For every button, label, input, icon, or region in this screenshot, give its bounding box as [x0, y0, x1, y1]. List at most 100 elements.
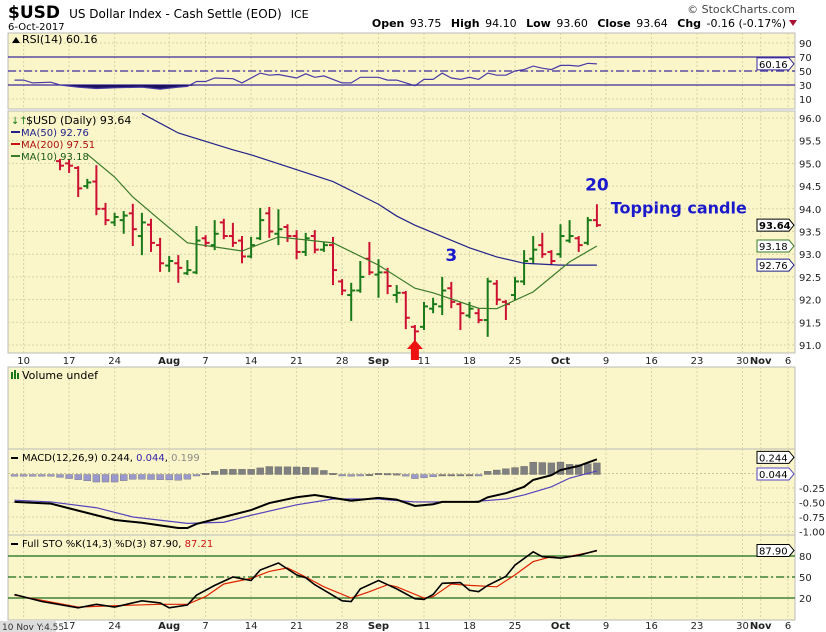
- macd-histogram-bar: [365, 474, 374, 476]
- macd-histogram-bar: [92, 474, 101, 483]
- x-tick-label: 30: [736, 356, 749, 367]
- value-tag-text: 92.76: [759, 261, 788, 272]
- ohlc-bar: [156, 237, 165, 272]
- value-tag-box: [756, 467, 795, 481]
- price-y-tick: 95.5: [799, 137, 821, 148]
- macd-histogram-bar: [584, 463, 592, 475]
- macd-y-tick: -0.75: [799, 513, 825, 524]
- ma50-legend: MA(50) 92.76: [21, 128, 89, 139]
- ohlc-bar: [356, 261, 365, 293]
- volume-icon: [11, 370, 19, 379]
- macd-histogram-bar: [374, 473, 383, 475]
- macd-histogram-bar: [556, 461, 565, 475]
- macd-histogram-bar: [156, 474, 164, 480]
- macd-histogram-bar: [311, 467, 319, 475]
- macd-value: 0.244: [101, 453, 130, 464]
- macd-histogram-bar: [256, 467, 264, 475]
- cursor-readout: 10 Nov Y:4.55: [2, 623, 64, 632]
- value-tag-box: [756, 543, 795, 557]
- x-tick-label: 7: [202, 356, 208, 367]
- price-y-tick: 92.0: [799, 296, 821, 307]
- ma200-swatch: [11, 143, 20, 145]
- value-tag-text: 60.16: [759, 60, 788, 71]
- macd-histogram-bar: [47, 474, 55, 477]
- exchange: ICE: [291, 8, 309, 21]
- macd-histogram-bar: [201, 473, 210, 475]
- price-y-tick: 94.5: [799, 182, 821, 193]
- macd-histogram-bar: [465, 474, 474, 477]
- ohlc-bar: [56, 158, 64, 171]
- ma10-legend: MA(10) 93.18: [21, 152, 89, 163]
- ohlc-bar: [420, 301, 428, 331]
- x-tick-label: 18: [463, 356, 476, 367]
- price-y-tick: 91.0: [799, 341, 821, 352]
- ohlc-bar: [574, 236, 583, 252]
- ohlc-bar: [65, 158, 74, 173]
- rsi-legend: RSI(14) 60.16: [22, 33, 97, 46]
- rsi-panel-icon: [12, 37, 20, 43]
- cursor-readout-box: [0, 621, 56, 632]
- macd-histogram-bar: [29, 474, 37, 477]
- macd-histogram-bar: [511, 467, 519, 475]
- macd-histogram-bar: [347, 474, 355, 477]
- ohlc-bar: [338, 279, 347, 296]
- macd-histogram-bar: [447, 474, 455, 477]
- macd-histogram-bar: [538, 462, 546, 475]
- price-last-tag: 93.64: [756, 218, 795, 232]
- x-tick-label: 7: [202, 621, 208, 632]
- macd-histogram-bar: [420, 474, 428, 478]
- price-y-tick: 96.0: [799, 114, 821, 125]
- macd-histogram-bar: [456, 474, 465, 477]
- sto-d-line: [14, 550, 598, 608]
- x-tick-label: Aug: [158, 356, 180, 367]
- price-y-tick: 91.5: [799, 318, 821, 329]
- open-value: 93.75: [410, 17, 442, 30]
- up-arrow-icon: [406, 340, 423, 360]
- x-tick-label: Nov: [750, 621, 772, 632]
- close-value: 93.64: [636, 17, 668, 30]
- macd-hist-value: 0.199: [171, 453, 200, 464]
- macd-legend: MACD(12,26,9) 0.244, 0.044, 0.199: [22, 453, 200, 464]
- legends: RSI(14) 60.16 ↓↑ $USD (Daily) 93.64 MA(5…: [11, 33, 213, 550]
- copyright: © StockCharts.com: [687, 3, 795, 16]
- rsi-oversold-fill: [14, 85, 597, 90]
- macd-y-tick: -0.50: [799, 499, 825, 510]
- value-tag-box: [756, 218, 795, 232]
- x-tick-label: 28: [336, 621, 349, 632]
- macd-histogram-bar: [493, 469, 501, 475]
- price-y-tick: 94.0: [799, 205, 821, 216]
- x-tick-label: 17: [63, 621, 76, 632]
- ohlc-bar: [228, 222, 237, 247]
- macd-histogram-bar: [402, 474, 410, 477]
- ma10-line: [86, 153, 598, 310]
- ohlc-bar: [265, 206, 274, 238]
- x-tick-label: Sep: [368, 621, 389, 632]
- macd-histogram-bar: [502, 468, 510, 475]
- macd-histogram-bar: [393, 473, 401, 476]
- macd-histogram-bar: [183, 474, 192, 480]
- ma50-swatch: [11, 131, 20, 133]
- ma10-swatch: [11, 155, 20, 157]
- macd-histogram-bar: [138, 474, 146, 480]
- macd-signal-value: 0.044: [136, 453, 165, 464]
- macd-histogram-bar: [65, 474, 73, 479]
- annotation-text: Topping candle: [611, 198, 747, 217]
- ohlc-bar: [256, 207, 265, 241]
- x-tick-label: 9: [603, 621, 609, 632]
- macd-swatch: [11, 457, 18, 459]
- rsi-y-tick: 50: [799, 67, 812, 78]
- x-tick-label: 25: [509, 356, 522, 367]
- macd-histogram-bar: [383, 473, 392, 476]
- sto-k-last-tag: 87.90: [756, 543, 795, 557]
- macd-histogram-bar: [292, 466, 301, 475]
- annotation-text: 20: [585, 176, 609, 196]
- value-tag-text: 0.044: [759, 470, 788, 481]
- macd-histogram-bar: [19, 474, 28, 477]
- rsi-line: [14, 62, 597, 90]
- ohlc-bar: [101, 202, 110, 226]
- down-triangle-icon: [789, 20, 797, 26]
- macd-histogram-bar: [474, 474, 483, 477]
- macd-y-tick: -1.00: [799, 528, 825, 539]
- x-tick-label: Oct: [551, 621, 570, 632]
- symbol: $USD: [8, 3, 60, 23]
